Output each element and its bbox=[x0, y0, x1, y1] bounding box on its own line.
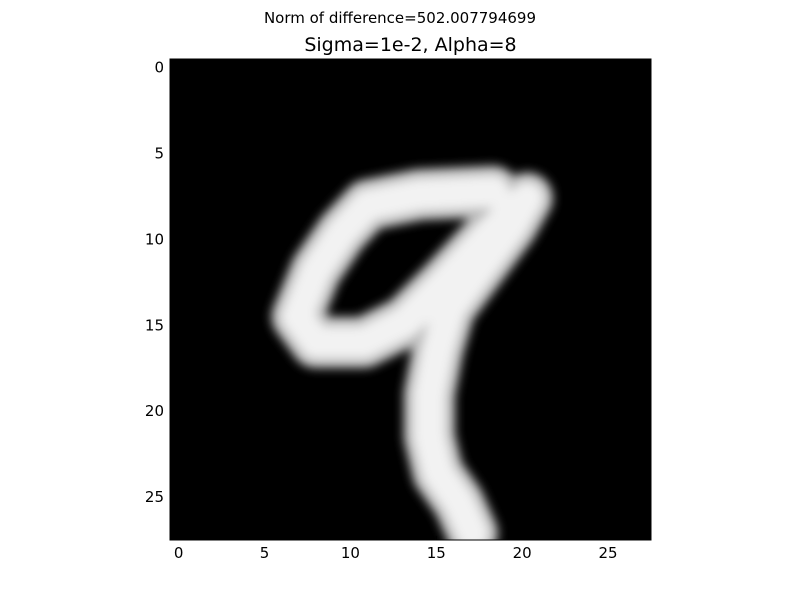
axes-title: Sigma=1e-2, Alpha=8 bbox=[304, 34, 517, 56]
y-tick-label: 0 bbox=[154, 59, 164, 77]
x-tick-label: 5 bbox=[260, 544, 270, 562]
axes-frame bbox=[169, 58, 652, 541]
y-tick-label: 15 bbox=[145, 316, 164, 334]
x-tick-label: 25 bbox=[599, 544, 618, 562]
figure-suptitle: Norm of difference=502.007794699 bbox=[263, 9, 537, 27]
x-tick-label: 0 bbox=[174, 544, 184, 562]
x-tick-label: 10 bbox=[341, 544, 360, 562]
y-tick-label: 5 bbox=[154, 144, 164, 162]
y-tick-label: 20 bbox=[145, 402, 164, 420]
digit-image bbox=[271, 165, 554, 540]
x-tick-label: 20 bbox=[513, 544, 532, 562]
y-tick-label: 10 bbox=[145, 230, 164, 248]
y-tick-label: 25 bbox=[145, 488, 164, 506]
x-tick-label: 15 bbox=[427, 544, 446, 562]
digit-stroke bbox=[280, 174, 544, 540]
